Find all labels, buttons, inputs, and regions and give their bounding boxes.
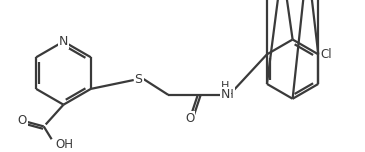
Text: N: N — [221, 88, 230, 101]
Text: O: O — [18, 114, 27, 127]
Text: S: S — [135, 73, 143, 86]
Text: H: H — [225, 88, 234, 101]
Text: H: H — [221, 81, 230, 91]
Text: O: O — [185, 112, 195, 125]
Text: N: N — [59, 35, 68, 48]
Text: Cl: Cl — [320, 48, 332, 61]
Text: OH: OH — [55, 138, 74, 151]
